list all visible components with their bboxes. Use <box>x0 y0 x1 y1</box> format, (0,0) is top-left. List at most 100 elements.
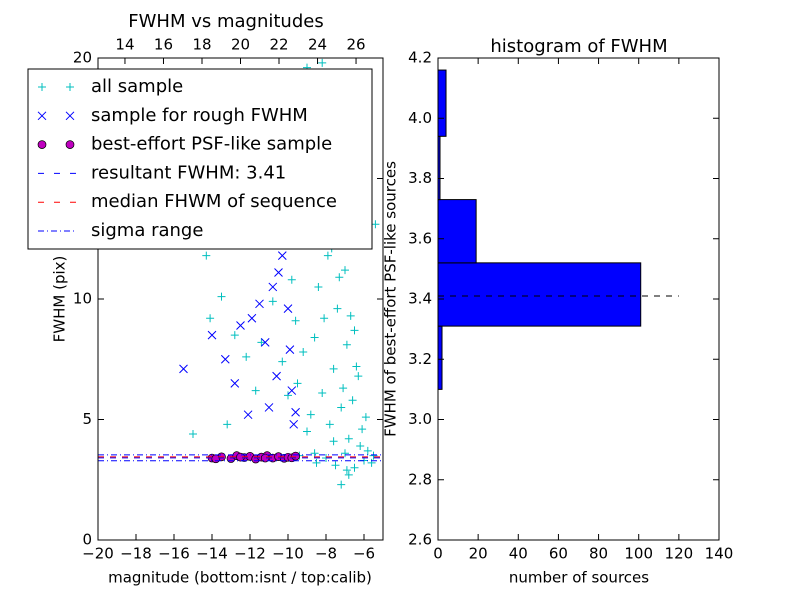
top-x-tick-label: 18 <box>192 36 211 54</box>
top-x-tick-label: 20 <box>231 36 250 54</box>
y-tick-label: 4.0 <box>408 109 432 127</box>
plus-marker <box>293 379 302 388</box>
y-tick-label: 20 <box>73 49 92 67</box>
plus-marker <box>363 446 372 455</box>
plus-marker <box>325 420 334 429</box>
x-tick-label: −18 <box>120 545 152 563</box>
plus-marker <box>350 463 359 472</box>
plus-marker <box>268 297 277 306</box>
plus-marker <box>346 311 355 320</box>
plus-marker <box>310 333 319 342</box>
y-tick-label: 3.4 <box>408 290 432 308</box>
plus-marker <box>354 372 363 381</box>
plus-marker <box>217 292 226 301</box>
legend-marker <box>37 140 47 149</box>
plus-marker <box>337 403 346 412</box>
legend-marker <box>65 140 75 149</box>
legend-label: sample for rough FWHM <box>91 105 308 126</box>
x-marker <box>255 299 264 309</box>
legend-label: median FHWM of sequence <box>91 191 337 212</box>
y-tick-label: 10 <box>73 290 92 308</box>
x-tick-label: 0 <box>433 545 443 563</box>
top-x-tick-label: 24 <box>308 36 327 54</box>
chart-title: histogram of FWHM <box>490 36 667 57</box>
y-tick-label: 0 <box>82 531 92 549</box>
x-tick-label: 140 <box>705 545 734 563</box>
plus-marker <box>278 357 287 366</box>
legend-label: sigma range <box>91 220 203 241</box>
plus-marker <box>251 386 260 395</box>
x-marker <box>179 364 188 374</box>
plus-marker <box>331 461 340 470</box>
top-x-tick-label: 26 <box>346 36 365 54</box>
top-x-tick-label: 22 <box>269 36 288 54</box>
plus-marker <box>341 266 349 275</box>
x-tick-label: 40 <box>509 545 528 563</box>
plus-marker <box>223 420 232 429</box>
plus-marker <box>369 451 378 460</box>
plus-marker <box>303 427 311 436</box>
plus-marker <box>310 449 319 458</box>
plus-marker <box>242 352 251 361</box>
plus-marker <box>291 316 300 325</box>
plus-marker <box>342 466 351 475</box>
plus-marker <box>344 434 353 443</box>
plus-marker <box>358 425 367 434</box>
x-marker <box>220 354 230 364</box>
plus-marker <box>344 470 353 479</box>
bar <box>437 199 477 264</box>
plus-marker <box>350 326 359 335</box>
x-marker <box>260 338 270 347</box>
plus-marker <box>339 384 348 393</box>
x-tick-label: 80 <box>589 545 608 563</box>
top-x-tick-label: 16 <box>154 36 173 54</box>
plus-marker <box>371 220 380 229</box>
bar <box>437 69 447 137</box>
x-tick-label: −20 <box>82 545 114 563</box>
x-tick-label: 100 <box>624 545 653 563</box>
plus-marker <box>356 442 365 451</box>
y-tick-label: 3.6 <box>408 229 432 247</box>
plus-marker <box>257 338 266 347</box>
x-marker <box>272 371 281 381</box>
legend-marker <box>65 111 75 121</box>
legend-label: resultant FWHM: 3.41 <box>91 162 286 183</box>
plus-marker <box>335 273 344 282</box>
y-tick-label: 3.0 <box>408 410 432 428</box>
plus-marker <box>341 449 349 458</box>
y-tick-label: 2.6 <box>408 531 432 549</box>
y-tick-label: 3.2 <box>408 350 432 368</box>
chart-title: FWHM vs magnitudes <box>128 11 323 32</box>
plus-marker <box>287 275 296 284</box>
x-marker <box>247 313 257 323</box>
x-marker <box>289 419 299 429</box>
x-marker <box>287 386 297 395</box>
x-marker <box>283 304 293 313</box>
legend-marker <box>38 83 46 91</box>
plus-marker <box>361 413 370 422</box>
x-marker <box>291 407 300 417</box>
plus-marker <box>202 251 211 260</box>
plus-marker <box>348 396 357 405</box>
top-x-tick-label: 14 <box>115 36 134 54</box>
x-marker <box>277 251 287 260</box>
x-marker <box>285 345 295 354</box>
x-marker <box>207 330 217 340</box>
legend-label: all sample <box>91 76 183 97</box>
plus-marker <box>323 251 332 260</box>
bar <box>437 325 443 390</box>
plus-marker <box>318 388 327 397</box>
x-tick-label: −12 <box>234 545 266 563</box>
plus-marker <box>333 304 342 313</box>
circle-marker <box>291 451 300 461</box>
plus-marker <box>329 364 338 373</box>
legend <box>27 68 373 250</box>
x-marker <box>268 282 278 292</box>
legend-label: best-effort PSF-like sample <box>91 134 332 155</box>
plus-marker <box>206 314 215 323</box>
plus-marker <box>329 437 338 446</box>
y-tick-label: 5 <box>82 410 92 428</box>
x-tick-label: −8 <box>315 545 337 563</box>
x-tick-label: −10 <box>272 545 304 563</box>
